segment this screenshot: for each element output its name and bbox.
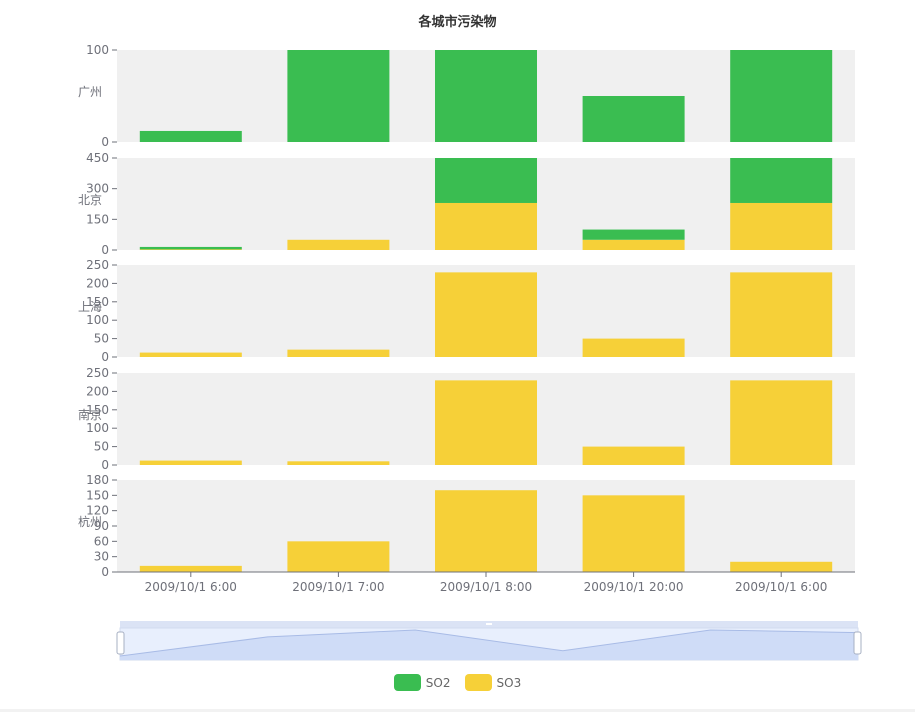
bar-3-SO3-0 bbox=[139, 460, 242, 465]
datazoom-right-handle[interactable] bbox=[853, 631, 862, 655]
y-tick-label-1-0: 0 bbox=[101, 243, 109, 257]
bar-0-SO2-1 bbox=[287, 50, 390, 142]
y-tick-label-3-2: 100 bbox=[86, 421, 109, 435]
bar-1-SO3-2 bbox=[435, 202, 537, 250]
bar-0-SO2-3 bbox=[582, 96, 685, 142]
y-tick-label-3-0: 0 bbox=[101, 458, 109, 472]
bar-1-SO3-0 bbox=[139, 249, 242, 250]
bar-1-SO2-3 bbox=[582, 229, 685, 240]
y-tick-label-4-1: 30 bbox=[94, 550, 109, 564]
y-tick-label-2-3: 150 bbox=[86, 295, 109, 309]
bar-4-SO3-2 bbox=[435, 490, 537, 572]
y-tick-label-2-2: 100 bbox=[86, 313, 109, 327]
bar-2-SO3-2 bbox=[435, 272, 537, 357]
bar-4-SO3-0 bbox=[139, 565, 242, 572]
y-tick-label-4-4: 120 bbox=[86, 504, 109, 518]
bar-1-SO2-4 bbox=[730, 158, 833, 203]
y-axis-label-panel-1: 北京 bbox=[78, 193, 102, 207]
legend-label-so3: SO3 bbox=[496, 675, 522, 690]
bar-1-SO2-0 bbox=[139, 246, 242, 250]
y-tick-label-3-1: 50 bbox=[94, 440, 109, 454]
y-tick-label-3-3: 150 bbox=[86, 403, 109, 417]
y-tick-label-2-1: 50 bbox=[94, 332, 109, 346]
y-tick-label-2-4: 200 bbox=[86, 276, 109, 290]
legend-swatch-so3 bbox=[464, 674, 492, 691]
x-tick-label-4: 2009/10/1 6:00 bbox=[735, 580, 827, 594]
x-tick-label-2: 2009/10/1 8:00 bbox=[440, 580, 532, 594]
y-tick-label-3-5: 250 bbox=[86, 366, 109, 380]
legend-label-so2: SO2 bbox=[425, 675, 451, 690]
x-tick-label-0: 2009/10/1 6:00 bbox=[145, 580, 237, 594]
y-axis-label-panel-4: 杭州 bbox=[78, 514, 102, 529]
y-tick-label-4-5: 150 bbox=[86, 488, 109, 502]
bar-2-SO3-0 bbox=[139, 352, 242, 357]
y-tick-label-0-0: 0 bbox=[101, 135, 109, 149]
y-tick-label-2-0: 0 bbox=[101, 350, 109, 364]
bar-2-SO3-4 bbox=[730, 272, 833, 357]
y-tick-label-1-1: 150 bbox=[86, 212, 109, 226]
bar-1-SO3-3 bbox=[582, 239, 685, 250]
bar-0-SO2-2 bbox=[435, 50, 537, 142]
legend-item-so2[interactable]: SO2 bbox=[393, 674, 451, 691]
bar-3-SO3-3 bbox=[582, 446, 685, 465]
bar-3-SO3-1 bbox=[287, 461, 390, 465]
bar-4-SO3-3 bbox=[582, 495, 685, 572]
chart-title: 各城市污染物 bbox=[418, 15, 497, 30]
bar-1-SO3-1 bbox=[287, 239, 390, 250]
legend: SO2 SO3 bbox=[0, 674, 915, 691]
bar-2-SO3-3 bbox=[582, 338, 685, 357]
x-tick-label-3: 2009/10/1 20:00 bbox=[584, 580, 684, 594]
y-axis-label-panel-3: 南京 bbox=[78, 407, 102, 422]
y-tick-label-4-3: 90 bbox=[94, 519, 109, 533]
y-axis-label-panel-0: 广州 bbox=[78, 85, 102, 99]
bar-4-SO3-4 bbox=[730, 561, 833, 572]
y-tick-label-0-1: 100 bbox=[86, 43, 109, 57]
bar-3-SO3-4 bbox=[730, 380, 833, 465]
bar-0-SO2-0 bbox=[139, 130, 242, 142]
bottom-divider bbox=[0, 709, 915, 712]
bar-3-SO3-2 bbox=[435, 380, 537, 465]
bar-1-SO3-4 bbox=[730, 202, 833, 250]
legend-swatch-so2 bbox=[393, 674, 421, 691]
datazoom-move-handle-icon bbox=[486, 623, 492, 625]
bar-0-SO2-4 bbox=[730, 50, 833, 142]
y-tick-label-3-4: 200 bbox=[86, 384, 109, 398]
legend-item-so3[interactable]: SO3 bbox=[464, 674, 522, 691]
x-tick-label-1: 2009/10/1 7:00 bbox=[292, 580, 384, 594]
y-axis-label-panel-2: 上海 bbox=[78, 299, 102, 314]
datazoom-preview-area bbox=[120, 630, 858, 660]
datazoom-left-handle[interactable] bbox=[116, 631, 125, 655]
y-tick-label-4-0: 0 bbox=[101, 565, 109, 579]
y-tick-label-1-2: 300 bbox=[86, 182, 109, 196]
datazoom-preview-line bbox=[119, 629, 859, 657]
bar-1-SO2-2 bbox=[435, 158, 537, 203]
y-tick-label-4-6: 180 bbox=[86, 473, 109, 487]
bar-4-SO3-1 bbox=[287, 541, 390, 572]
y-tick-label-2-5: 250 bbox=[86, 258, 109, 272]
bar-2-SO3-1 bbox=[287, 349, 390, 357]
y-tick-label-1-3: 450 bbox=[86, 151, 109, 165]
y-tick-label-4-2: 60 bbox=[94, 534, 109, 548]
